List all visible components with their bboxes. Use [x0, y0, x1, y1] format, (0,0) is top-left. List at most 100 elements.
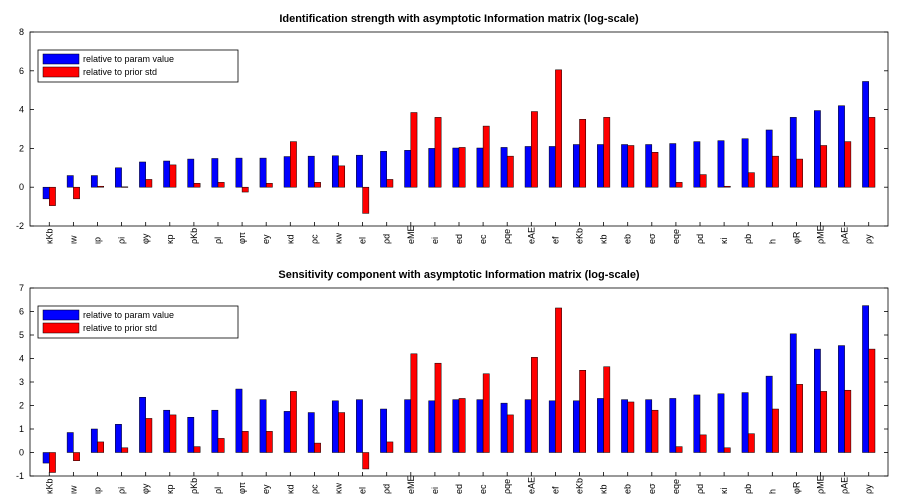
bar-prior-std [169, 414, 177, 453]
x-tick-label: ei [430, 237, 440, 244]
bar-param-value [115, 424, 122, 453]
bar-prior-std [265, 431, 273, 453]
x-tick-label: eAE [526, 227, 536, 244]
bar-param-value [621, 399, 628, 453]
bar-param-value [356, 154, 363, 188]
bar-param-value [90, 428, 98, 453]
bar-prior-std [217, 182, 225, 188]
bar-prior-std [386, 179, 394, 188]
bar-param-value [862, 305, 869, 453]
bar-param-value [572, 144, 580, 188]
x-tick-label: κd [285, 484, 295, 494]
x-tick-label: κp [165, 234, 175, 244]
x-tick-label: ρd [695, 234, 705, 244]
x-tick-label: ρd [382, 234, 392, 244]
bar-prior-std [772, 408, 779, 453]
bar-prior-std [362, 452, 370, 470]
bar-prior-std [458, 147, 466, 188]
bar-prior-std [290, 391, 297, 453]
x-tick-label: eσ [647, 483, 657, 494]
bar-prior-std [699, 174, 707, 188]
bar-prior-std [844, 141, 852, 188]
bar-param-value [669, 398, 677, 453]
bar-prior-std [362, 186, 370, 214]
x-tick-label: κKb [44, 228, 54, 244]
bar-param-value [572, 400, 580, 453]
x-tick-label: h [767, 489, 777, 494]
bar-param-value [211, 158, 219, 188]
x-tick-label: ιw [68, 235, 78, 244]
x-tick-label: eσ [647, 233, 657, 244]
legend-swatch-prior-std [42, 66, 80, 78]
bar-param-value [283, 411, 291, 453]
bar-param-value [765, 375, 773, 453]
x-tick-label: ρd [382, 484, 392, 494]
bar-prior-std [97, 185, 104, 188]
bar-param-value [476, 147, 484, 188]
bar-param-value [765, 129, 773, 188]
bar-param-value [548, 146, 556, 188]
bar-param-value [645, 144, 653, 188]
bar-prior-std [531, 111, 538, 188]
x-tick-label: ρME [816, 475, 826, 494]
bar-param-value [331, 155, 339, 188]
bar-param-value [404, 399, 412, 453]
bar-prior-std [531, 357, 538, 453]
bar-prior-std [314, 442, 321, 453]
y-tick-label: 0 [19, 448, 24, 458]
bar-prior-std [386, 441, 394, 453]
bar-prior-std [169, 164, 177, 188]
bar-prior-std [699, 434, 707, 453]
x-tick-label: el [358, 487, 368, 494]
bar-param-value [259, 399, 267, 453]
y-tick-label: 6 [19, 307, 24, 317]
x-tick-label: ρqe [502, 229, 512, 244]
bar-prior-std [627, 145, 635, 188]
bar-param-value [235, 157, 243, 188]
bar-param-value [380, 151, 387, 188]
bar-prior-std [820, 145, 828, 188]
bar-param-value [789, 117, 797, 188]
bar-prior-std [675, 446, 683, 453]
bar-prior-std [506, 155, 514, 188]
bar-prior-std [49, 452, 56, 473]
bar-param-value [645, 399, 653, 453]
x-tick-label: ey [261, 234, 271, 244]
chart-title: Identification strength with asymptotic … [279, 13, 639, 25]
bar-prior-std [410, 112, 418, 188]
x-tick-label: ρc [309, 234, 319, 244]
bar-prior-std [868, 348, 876, 453]
bar-prior-std [651, 409, 659, 453]
bar-prior-std [434, 362, 442, 453]
bar-prior-std [796, 158, 803, 188]
bar-prior-std [241, 431, 249, 453]
bar-prior-std [290, 141, 297, 188]
x-tick-label: ρi [117, 237, 127, 244]
bar-prior-std [193, 183, 201, 188]
bar-param-value [789, 333, 797, 453]
bar-param-value [259, 157, 267, 188]
bar-param-value [90, 175, 98, 188]
bar-param-value [235, 388, 243, 453]
bar-param-value [452, 147, 460, 188]
bar-prior-std [49, 186, 56, 206]
x-tick-label: eb [623, 484, 633, 494]
x-tick-label: ρKb [189, 228, 199, 244]
bar-prior-std [217, 438, 225, 453]
bar-prior-std [844, 389, 852, 453]
bar-param-value [428, 148, 436, 188]
x-tick-label: φy [141, 483, 151, 494]
legend-swatch-param-value [42, 309, 80, 321]
x-tick-label: h [767, 239, 777, 244]
x-tick-label: ey [261, 484, 271, 494]
bar-param-value [838, 345, 845, 453]
x-tick-label: κd [285, 234, 295, 244]
x-tick-label: eME [406, 225, 416, 244]
bar-prior-std [555, 307, 562, 453]
x-tick-label: eME [406, 475, 416, 494]
bar-param-value [621, 144, 628, 188]
x-tick-label: ρb [743, 484, 753, 494]
x-tick-label: ed [454, 234, 464, 244]
bar-prior-std [314, 182, 321, 188]
bar-param-value [163, 409, 171, 453]
